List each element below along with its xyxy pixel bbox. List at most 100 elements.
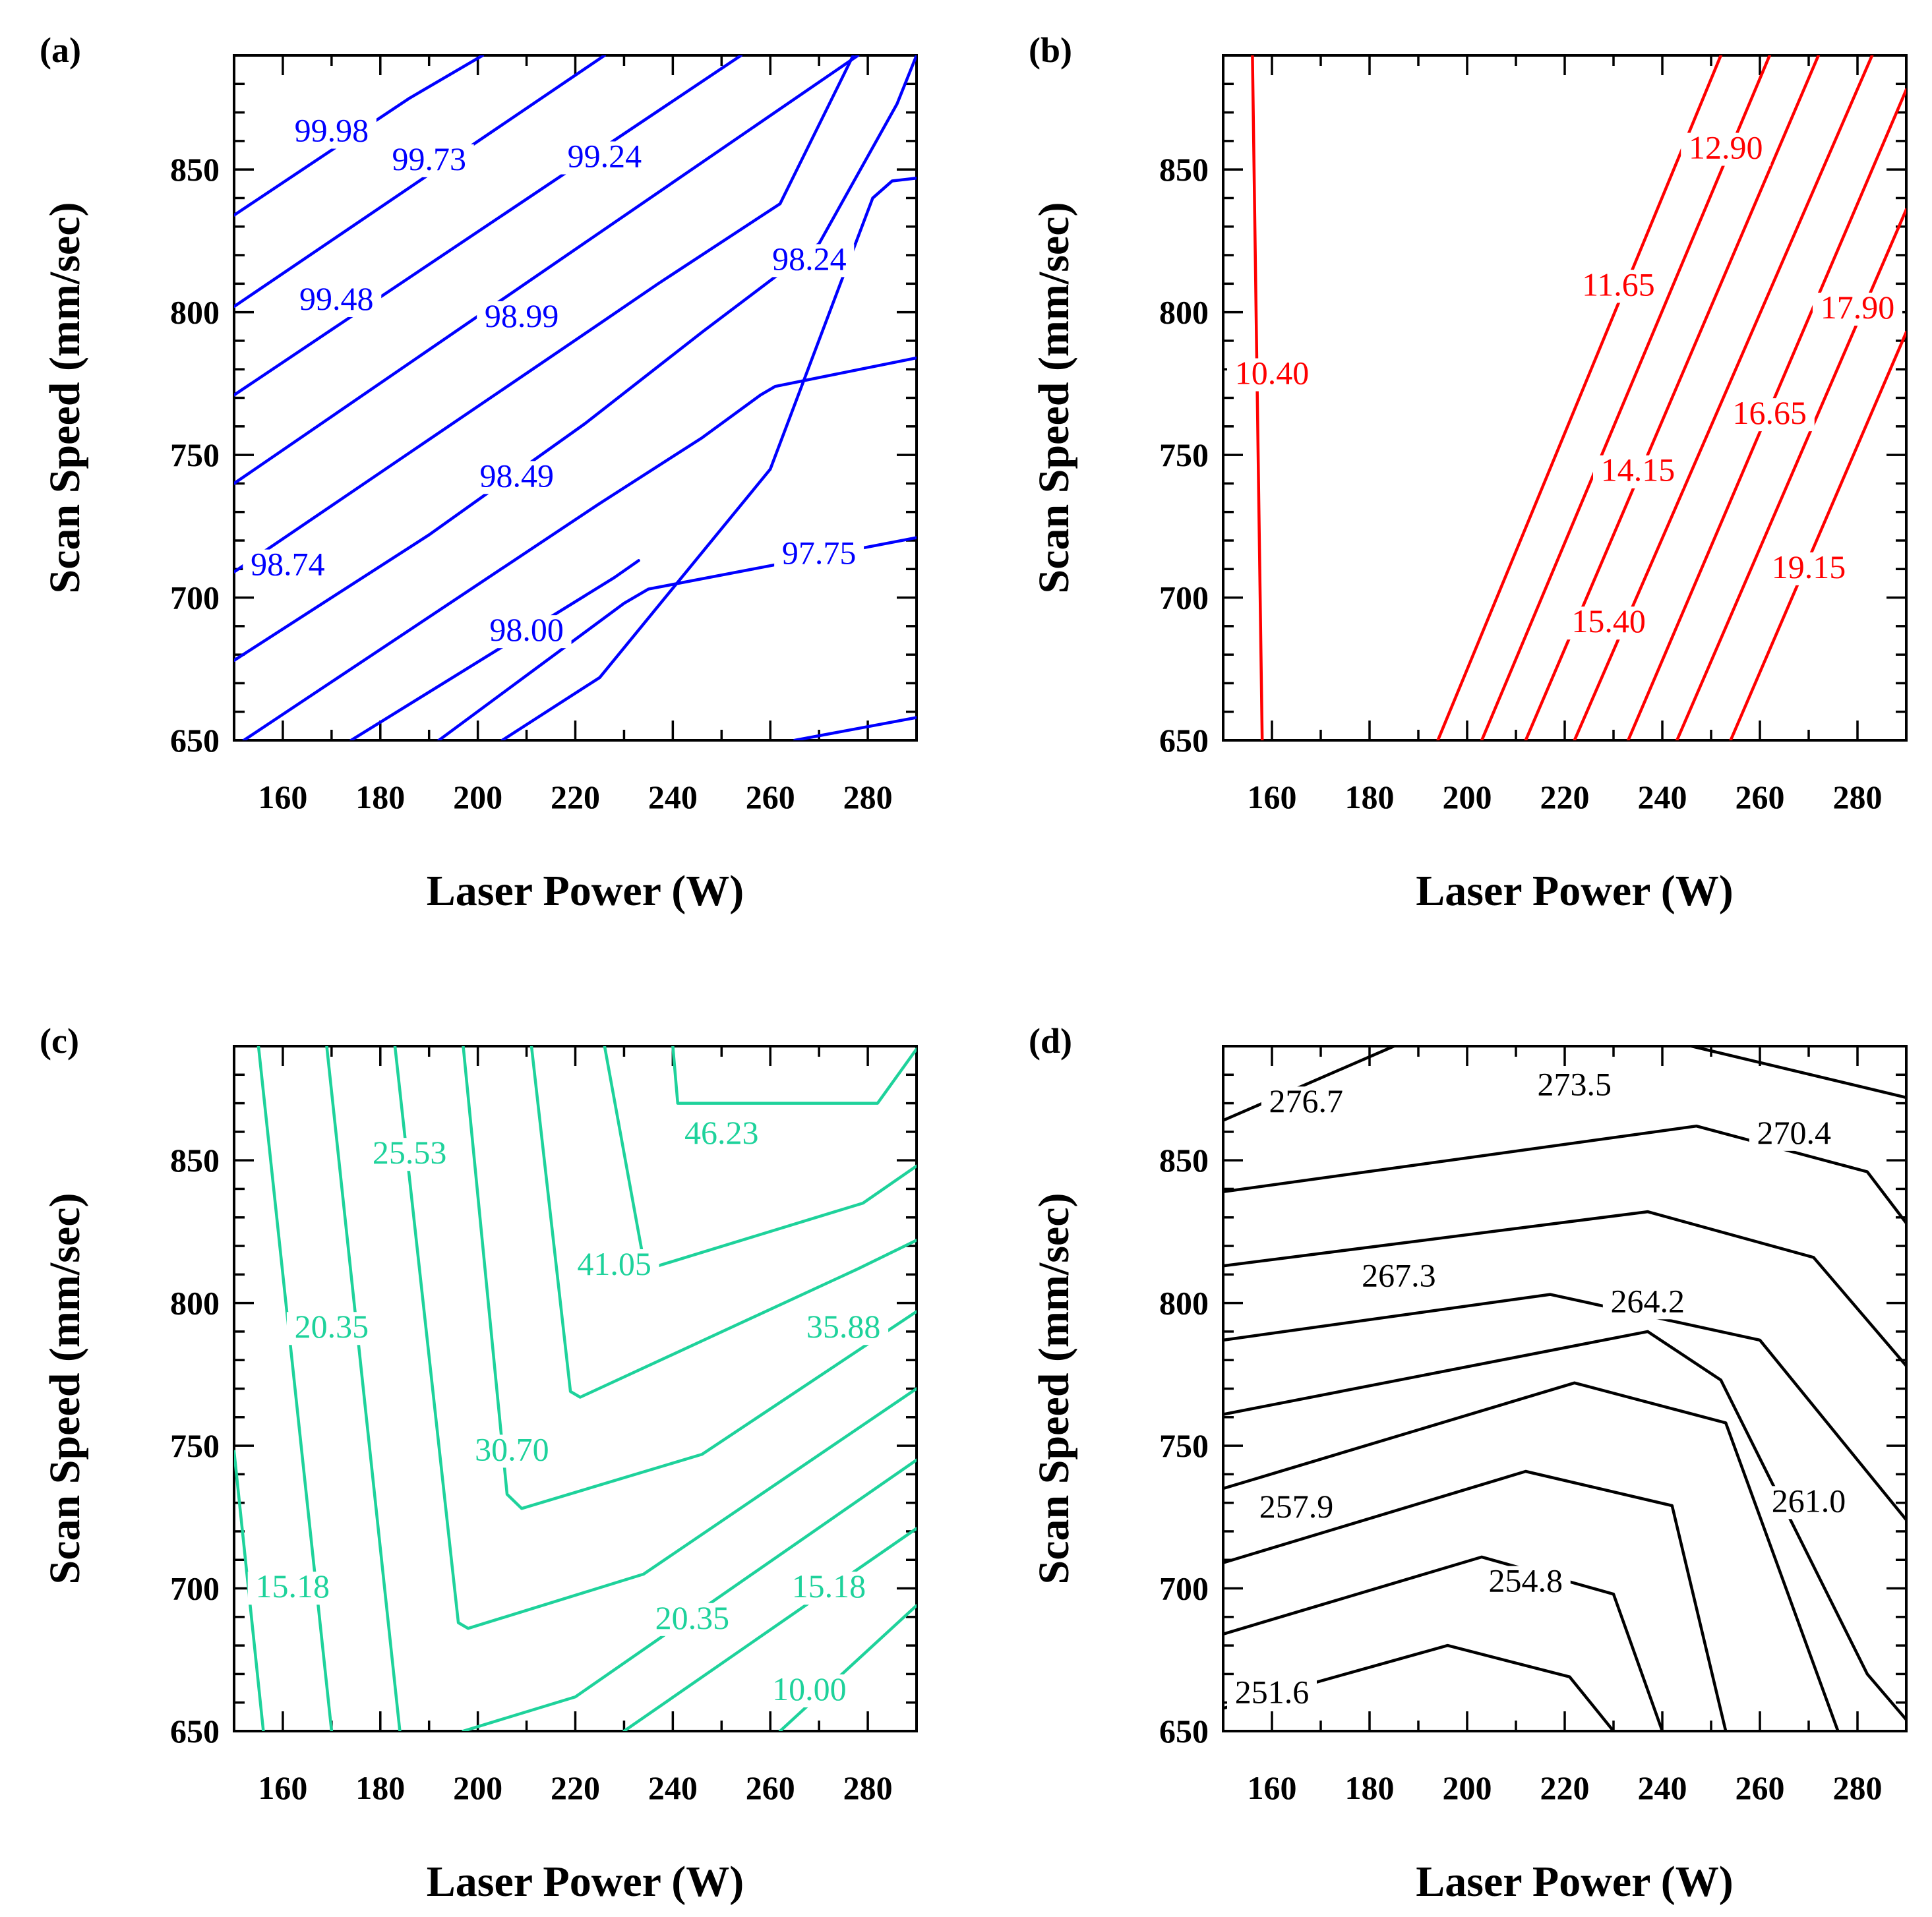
y-axis-title: Scan Speed (mm/sec) — [1030, 1193, 1078, 1585]
contour-label: 267.3 — [1362, 1256, 1436, 1293]
contour-label-bg — [1354, 1260, 1444, 1294]
contour-label-bg — [286, 115, 377, 149]
x-tick-label: 240 — [1638, 779, 1687, 815]
contour-line — [234, 55, 917, 663]
contour-line — [242, 356, 917, 740]
y-axis-title: Scan Speed (mm/sec) — [41, 202, 89, 594]
contour-line — [1480, 55, 1772, 740]
contour-label-bg — [1563, 606, 1654, 640]
contour-label-bg — [243, 549, 333, 583]
y-tick-label: 850 — [170, 1142, 220, 1179]
contour-line — [778, 1604, 917, 1731]
contour-label: 98.99 — [485, 297, 559, 334]
contour-label-bg — [1593, 455, 1683, 488]
contour-line — [1223, 1643, 1615, 1731]
panel-label-d: (d) — [1029, 1021, 1072, 1061]
contour-label: 251.6 — [1235, 1673, 1310, 1710]
x-tick-label: 260 — [1736, 779, 1785, 815]
x-tick-label: 160 — [258, 779, 307, 815]
x-tick-label: 280 — [843, 779, 893, 815]
y-tick-label: 650 — [170, 1713, 220, 1750]
contour-line — [325, 1046, 402, 1731]
contour-label-bg — [1573, 270, 1664, 303]
contour-line — [1223, 1210, 1906, 1368]
x-tick-label: 180 — [355, 1769, 405, 1806]
contour-label-bg — [1252, 1491, 1341, 1525]
contour-label-bg — [384, 144, 474, 177]
y-tick-label: 850 — [1159, 151, 1209, 188]
contour-label-bg — [559, 141, 649, 175]
y-tick-label: 700 — [1159, 1570, 1209, 1607]
contour-label: 254.8 — [1489, 1562, 1563, 1599]
contour-label-bg — [1529, 1069, 1619, 1103]
contour-lines-a — [234, 55, 917, 740]
chart-panel-d: (d) 160 180 200 220 240 260 280 650 700 750 800 850 L… — [1029, 1021, 1908, 1906]
y-tick-label: 700 — [1159, 579, 1209, 616]
x-tick-label: 280 — [1833, 1769, 1883, 1806]
contour-label: 11.65 — [1582, 266, 1655, 303]
y-tick-label: 800 — [170, 294, 220, 331]
contour-label-bg — [477, 301, 567, 334]
contour-label-bg — [783, 1572, 874, 1605]
contour-label: 30.70 — [475, 1430, 549, 1467]
y-axis-title: Scan Speed (mm/sec) — [41, 1193, 89, 1585]
contour-label-bg — [1813, 292, 1902, 326]
x-tick-label: 200 — [453, 779, 502, 815]
x-tick-label: 280 — [1833, 779, 1883, 815]
contour-label-bg — [1681, 133, 1771, 166]
contour-line — [671, 1046, 917, 1105]
contour-label: 12.90 — [1689, 129, 1763, 166]
contour-label-bg — [471, 461, 562, 494]
chart-panel-c: (c) 160 180 200 220 240 260 280 650 700 750 800 850 L… — [40, 1021, 918, 1906]
y-tick-label: 650 — [170, 722, 220, 759]
contour-label-bg — [467, 1434, 557, 1468]
contour-label: 99.73 — [392, 140, 466, 177]
x-tick-label: 260 — [1736, 1769, 1785, 1806]
contour-label: 35.88 — [806, 1308, 881, 1345]
contour-label-bg — [774, 538, 864, 572]
contour-label: 14.15 — [1601, 452, 1675, 488]
contour-label-bg — [481, 615, 572, 649]
contour-label: 97.75 — [782, 534, 857, 571]
y-tick-label: 850 — [1159, 1142, 1209, 1179]
contour-label-bg — [1724, 398, 1815, 432]
contour-label: 25.53 — [373, 1134, 447, 1171]
contour-line — [1223, 1330, 1906, 1721]
contour-line — [393, 1046, 917, 1630]
contour-line — [462, 1046, 917, 1510]
contour-label: 257.9 — [1259, 1488, 1334, 1525]
contour-lines-c — [234, 1046, 917, 1731]
contour-line — [793, 716, 917, 740]
y-tick-label: 750 — [170, 1427, 220, 1464]
x-tick-label: 180 — [1345, 1769, 1395, 1806]
contour-label-bg — [1227, 358, 1317, 392]
contour-label: 99.24 — [568, 138, 642, 175]
contour-label-bg — [569, 1249, 659, 1283]
contour-label: 41.05 — [577, 1245, 651, 1282]
contour-line — [529, 1046, 917, 1399]
contour-line — [257, 1046, 334, 1731]
contour-label: 261.0 — [1772, 1482, 1846, 1519]
x-axis-title: Laser Power (W) — [427, 867, 744, 915]
contour-label: 99.48 — [299, 280, 374, 317]
contour-label-bg — [1602, 1286, 1693, 1320]
contour-line — [234, 55, 607, 309]
contour-label-bg — [677, 1117, 767, 1151]
contour-label-bg — [1764, 1486, 1854, 1519]
x-tick-label: 160 — [1248, 779, 1297, 815]
y-tick-label: 850 — [170, 151, 220, 188]
contour-label-bg — [1764, 552, 1854, 585]
panel-label-c: (c) — [40, 1021, 79, 1061]
contour-label-bg — [647, 1603, 737, 1636]
x-tick-label: 220 — [1540, 1769, 1590, 1806]
contour-label-bg — [1749, 1117, 1839, 1151]
contour-label: 99.98 — [295, 112, 369, 149]
contour-label: 270.4 — [1757, 1114, 1832, 1151]
contour-label-bg — [764, 1674, 855, 1708]
y-tick-label: 750 — [170, 436, 220, 473]
x-axis-title: Laser Power (W) — [1416, 867, 1733, 915]
contour-label: 98.74 — [251, 546, 325, 583]
panel-label-b: (b) — [1029, 30, 1072, 70]
x-tick-label: 240 — [1638, 1769, 1687, 1806]
x-tick-label: 220 — [551, 1769, 600, 1806]
